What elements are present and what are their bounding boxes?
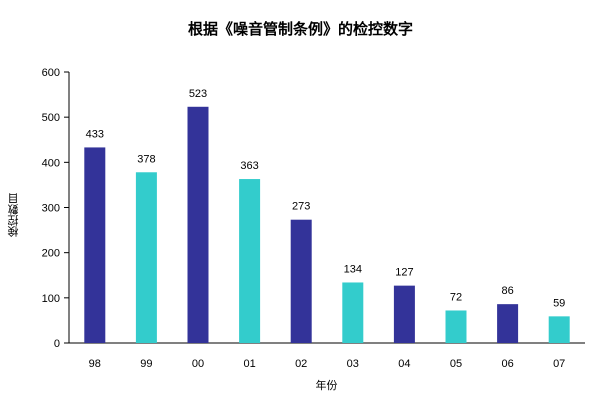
bar-98: [84, 147, 106, 343]
data-label: 127: [395, 267, 413, 279]
data-label: 86: [501, 285, 513, 297]
data-label: 134: [344, 263, 362, 275]
x-tick-label: 02: [295, 358, 307, 370]
x-tick-label: 04: [398, 358, 410, 370]
x-tick-label: 98: [89, 358, 101, 370]
data-label: 378: [137, 153, 155, 165]
y-tick-label: 100: [42, 293, 60, 305]
x-tick-label: 07: [553, 358, 565, 370]
bar-series: 433 378 523 363 273 134 127 72 86 59: [84, 88, 570, 343]
bar-01: [239, 179, 261, 343]
data-label: 363: [240, 160, 258, 172]
x-axis-label: 年份: [315, 379, 338, 392]
data-label: 523: [189, 88, 207, 100]
bar-99: [135, 172, 157, 343]
data-label: 433: [86, 128, 104, 140]
data-label: 59: [553, 297, 565, 309]
data-label: 273: [292, 201, 310, 213]
x-axis: 98 99 00 01 02 03 04 05 06 07: [64, 342, 585, 370]
x-tick-label: 05: [450, 358, 462, 370]
bar-00: [187, 106, 209, 343]
bar-03: [342, 282, 364, 343]
data-label: 72: [450, 291, 462, 303]
x-tick-label: 01: [243, 358, 255, 370]
x-tick-label: 00: [192, 358, 204, 370]
bar-02: [290, 219, 312, 343]
x-tick-label: 03: [347, 358, 359, 370]
x-tick-label: 99: [140, 358, 152, 370]
bar-07: [548, 316, 570, 343]
y-tick-label: 300: [42, 203, 60, 215]
bar-06: [497, 304, 519, 343]
x-tick-label: 06: [501, 358, 513, 370]
y-axis: 0 100 200 300 400 500 600: [42, 67, 70, 350]
y-tick-label: 400: [42, 157, 60, 169]
chart-title: 根据《噪音管制条例》的检控数字: [187, 20, 413, 38]
y-tick-label: 0: [54, 338, 60, 350]
y-tick-label: 500: [42, 112, 60, 124]
bar-05: [445, 310, 467, 343]
y-tick-label: 200: [42, 248, 60, 260]
bar-04: [393, 285, 415, 343]
y-tick-label: 600: [42, 67, 60, 79]
